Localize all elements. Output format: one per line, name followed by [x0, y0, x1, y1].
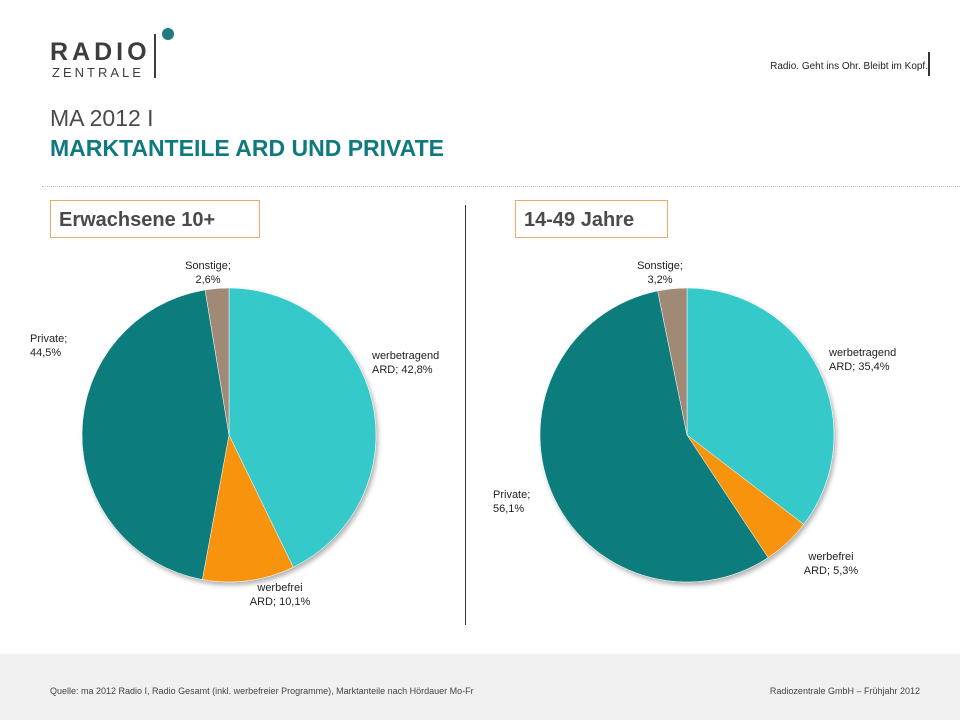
pie-chart-adults	[81, 287, 377, 583]
tagline-bar	[928, 52, 930, 76]
chart-title-14-49: 14-49 Jahre	[515, 200, 668, 238]
slice-label-werbefrei-adults: werbefrei ARD; 10,1%	[249, 582, 311, 608]
slice-label-private-adults: Private; 44,5%	[30, 333, 68, 359]
slice-label-sonstige-adults: Sonstige; 2,6%	[185, 260, 231, 286]
slice-label-sonstige-14-49: Sonstige; 3,2%	[637, 260, 683, 286]
title-divider	[42, 186, 960, 187]
slice-label-werbefrei-14-49: werbefrei ARD; 5,3%	[803, 551, 859, 577]
footer-bar	[0, 654, 960, 720]
page-title: MA 2012 I	[50, 105, 154, 131]
source-note: Quelle: ma 2012 Radio I, Radio Gesamt (i…	[50, 686, 474, 696]
logo-text-zentrale: ZENTRALE	[52, 65, 144, 80]
chart-title-adults: Erwachsene 10+	[50, 200, 260, 238]
pie-chart-14-49	[539, 287, 835, 583]
slice-label-private-14-49: Private; 56,1%	[493, 489, 531, 515]
pie-slice-werbetragend-14-49	[686, 287, 835, 525]
slice-label-werbetragend-adults: werbetragend ARD; 42,8%	[372, 350, 440, 376]
logo-bar	[154, 34, 156, 78]
vertical-divider	[465, 205, 466, 625]
tagline: Radio. Geht ins Ohr. Bleibt im Kopf.	[770, 61, 928, 72]
pie-slice-sonstige-adults	[204, 287, 230, 436]
pie-slice-werbetragend-adults	[228, 287, 377, 568]
logo-text-radio: RADIO	[50, 38, 151, 66]
slice-label-werbetragend-14-49: werbetragend ARD; 35,4%	[829, 347, 897, 373]
pie-slice-private-adults	[81, 289, 230, 580]
page-subtitle: MARKTANTEILE ARD UND PRIVATE	[50, 135, 444, 161]
pie-slice-private-14-49	[539, 290, 769, 583]
pie-slice-werbefrei-adults	[202, 434, 294, 583]
radiozentrale-logo: RADIO ZENTRALE	[50, 28, 190, 80]
logo-dot-icon	[162, 28, 174, 40]
pie-slice-sonstige-14-49	[657, 287, 688, 436]
company-note: Radiozentrale GmbH – Frühjahr 2012	[769, 686, 920, 696]
